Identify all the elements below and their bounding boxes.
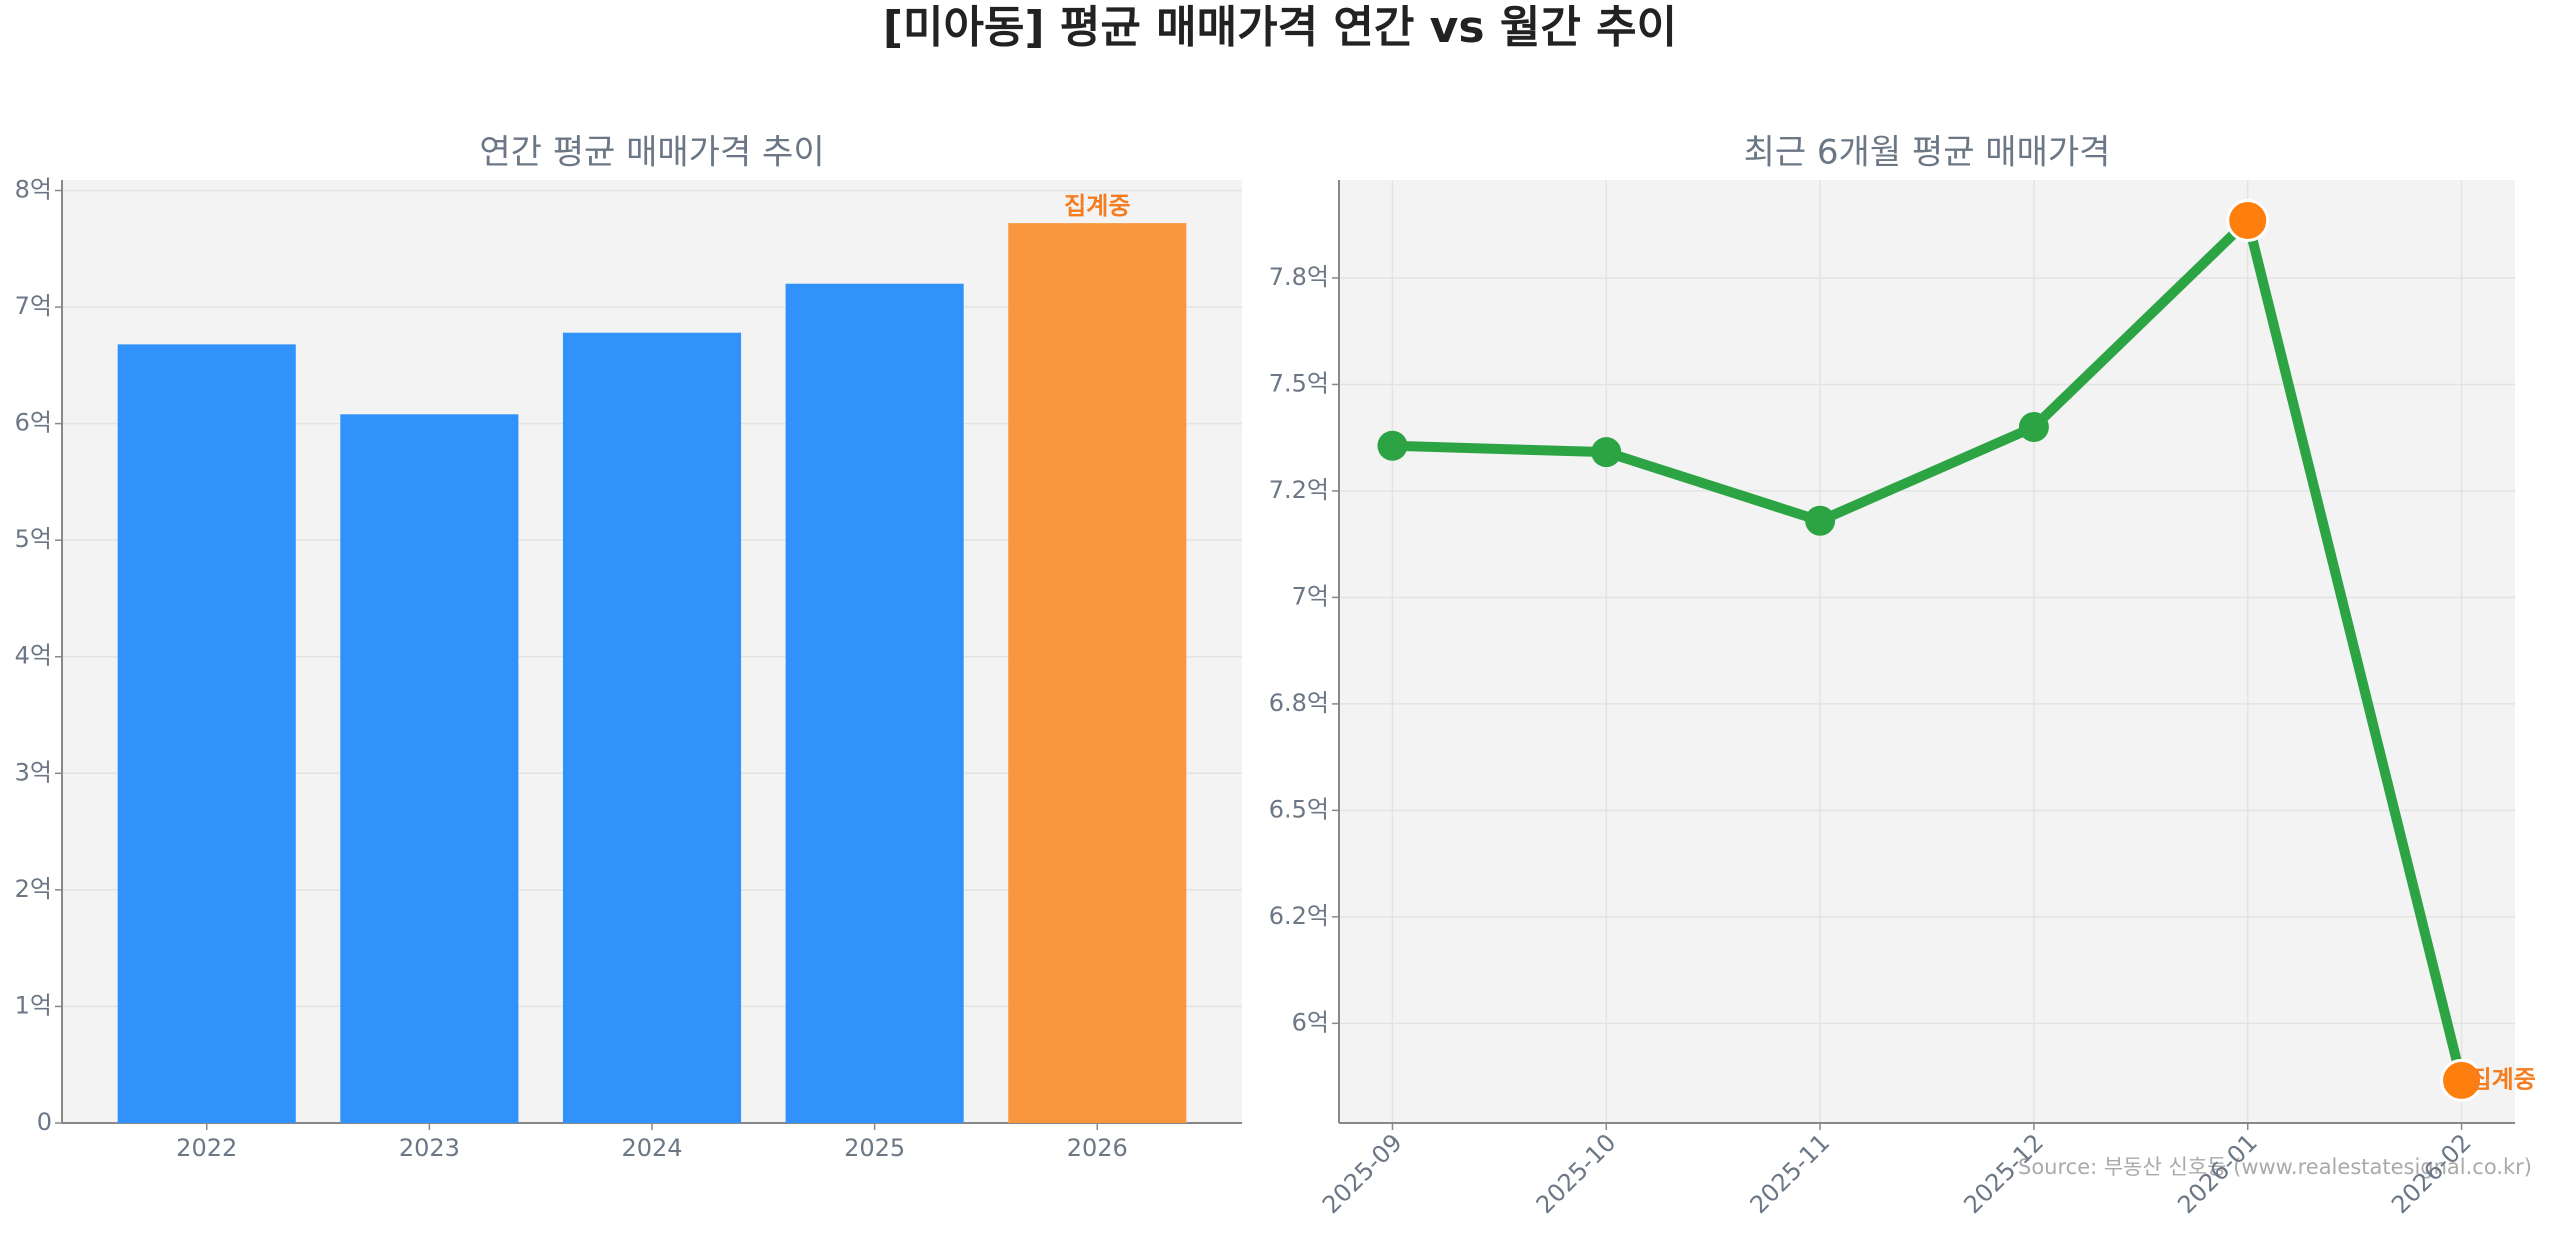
bar bbox=[562, 332, 742, 1124]
bar bbox=[1008, 223, 1187, 1124]
line-marker bbox=[2018, 412, 2049, 443]
x-tick-label: 2025 bbox=[844, 1134, 905, 1162]
y-tick-label: 7.5억 bbox=[1269, 369, 1329, 397]
bar bbox=[117, 344, 296, 1124]
x-tick-label: 2022 bbox=[176, 1134, 237, 1162]
x-tick-label: 2025-11 bbox=[1745, 1128, 1836, 1219]
line-marker bbox=[1805, 505, 1836, 536]
y-tick-label: 4억 bbox=[15, 642, 52, 670]
source-note: Source: 부동산 신호등 (www.realestatesignal.co… bbox=[2018, 1155, 2532, 1179]
y-tick-label: 0 bbox=[37, 1108, 52, 1136]
line-marker bbox=[1591, 437, 1622, 468]
y-tick-label: 6.8억 bbox=[1269, 689, 1329, 717]
x-tick-label: 2024 bbox=[621, 1134, 682, 1162]
y-tick-label: 7억 bbox=[1292, 582, 1329, 610]
y-tick-label: 6.5억 bbox=[1269, 795, 1329, 823]
y-tick-label: 5억 bbox=[15, 525, 52, 553]
y-tick-label: 1억 bbox=[15, 991, 52, 1019]
y-tick-label: 6억 bbox=[15, 409, 52, 437]
y-tick-label: 7억 bbox=[15, 292, 52, 320]
y-tick-label: 3억 bbox=[15, 758, 52, 786]
subplot-title: 최근 6개월 평균 매매가격 bbox=[1744, 133, 2111, 173]
line-series bbox=[1392, 215, 2467, 1082]
bar bbox=[785, 283, 964, 1123]
x-tick-label: 2026 bbox=[1067, 1134, 1128, 1162]
line-marker bbox=[1377, 430, 1408, 461]
figure-title: [미아동] 평균 매매가격 연간 vs 월간 추이 bbox=[883, 2, 1677, 53]
line-marker bbox=[2226, 198, 2270, 242]
y-tick-label: 7.8억 bbox=[1269, 263, 1329, 291]
y-tick-label: 8억 bbox=[15, 175, 52, 203]
bar-annotation: 집계중 bbox=[1064, 192, 1130, 220]
point-annotation: 집계중 bbox=[2470, 1065, 2536, 1093]
line-marker bbox=[2440, 1058, 2484, 1102]
subplot-title: 연간 평균 매매가격 추이 bbox=[479, 133, 824, 173]
y-tick-label: 6억 bbox=[1292, 1008, 1329, 1036]
x-tick-label: 2025-09 bbox=[1317, 1128, 1408, 1219]
y-tick-label: 2억 bbox=[15, 875, 52, 903]
plot-background bbox=[1339, 180, 2515, 1123]
y-tick-label: 6.2억 bbox=[1269, 902, 1329, 930]
bar bbox=[340, 414, 519, 1123]
x-tick-label: 2025-10 bbox=[1531, 1128, 1622, 1219]
y-tick-label: 7.2억 bbox=[1269, 476, 1329, 504]
x-tick-label: 2023 bbox=[399, 1134, 460, 1162]
